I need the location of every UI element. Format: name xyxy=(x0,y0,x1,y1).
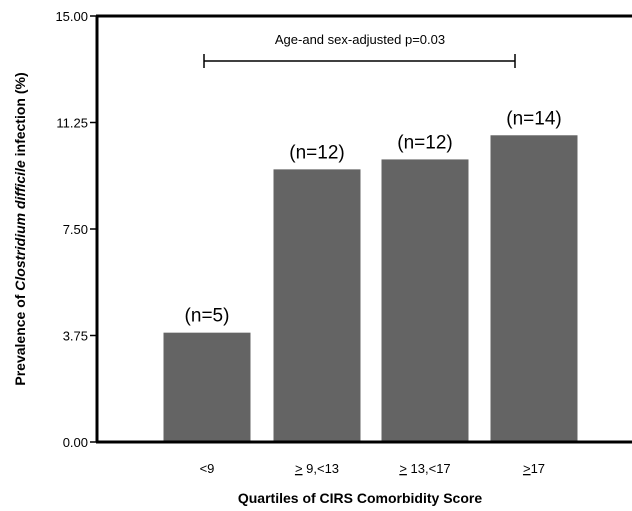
y-tick-label-2: 3.75 xyxy=(63,329,88,344)
bar-4 xyxy=(490,135,578,442)
y-tick-label-1: 0.00 xyxy=(63,435,88,450)
y-ticks-group: 0.00 3.75 7.50 11.25 15.00 xyxy=(55,9,97,450)
y-tick-label-3: 7.50 xyxy=(63,222,88,237)
x-tick-label-1: <9 xyxy=(200,461,215,476)
y-axis-title-part-1: Prevalence of xyxy=(12,291,28,386)
x-tick-label-2: > 9,<13 xyxy=(295,461,339,476)
p-value-annotation: Age-and sex-adjusted p=0.03 xyxy=(275,32,445,47)
y-axis-title-part-3: infection (%) xyxy=(12,72,28,160)
data-label-4: (n=14) xyxy=(506,108,561,129)
significance-bracket: Age-and sex-adjusted p=0.03 xyxy=(203,32,516,68)
y-axis-title: Prevalence of Clostridium difficile infe… xyxy=(12,72,28,385)
bar-1 xyxy=(163,332,251,442)
data-label-3: (n=12) xyxy=(397,132,452,153)
x-ticks-group: <9 > 9,<13 > 13,<17 >17 xyxy=(200,461,545,476)
bar-3 xyxy=(381,159,469,443)
x-axis-title: Quartiles of CIRS Comorbidity Score xyxy=(238,490,482,506)
y-tick-label-5: 15.00 xyxy=(55,9,88,24)
data-labels-group: (n=5) (n=12) (n=12) (n=14) xyxy=(185,108,562,326)
data-label-1: (n=5) xyxy=(185,306,230,327)
x-tick-label-4: >17 xyxy=(523,461,545,476)
y-tick-label-4: 11.25 xyxy=(56,116,88,131)
bars-group xyxy=(163,135,578,443)
x-tick-label-3: > 13,<17 xyxy=(399,461,450,476)
bar-2 xyxy=(273,169,361,443)
data-label-2: (n=12) xyxy=(289,142,344,163)
y-axis-title-organism: Clostridium difficile xyxy=(12,160,28,291)
